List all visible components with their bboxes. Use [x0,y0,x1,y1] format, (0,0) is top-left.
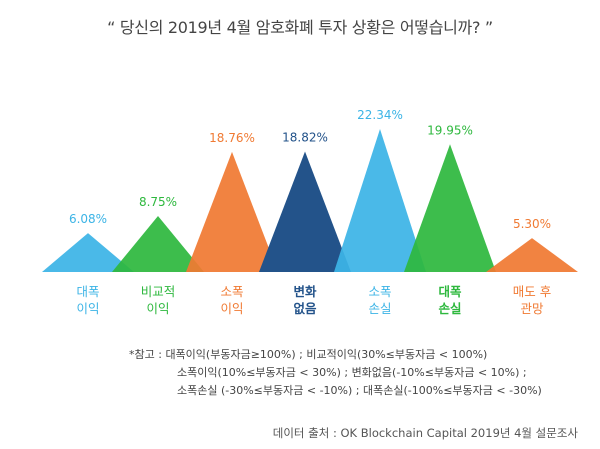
category-label-2-line-2: 이익 [146,301,169,316]
triangle-area-chart: 6.08% 대폭이익 8.75% 비교적이익 18.76% 소폭이익 18.82% 변화없음 2… [42,108,578,316]
category-label-6-line-2: 손실 [438,301,461,316]
value-label-3: 18.76% [209,131,255,145]
category-label-6-line-1: 대폭 [438,284,462,299]
triangle-mark-6 [404,144,496,272]
note-line-2: 소폭이익(10%≤부동자금 < 30%) ; 변화없음(-10%≤부동자금 < … [177,366,527,379]
note-line-3: 소폭손실 (-30%≤부동자금 < -10%) ; 대폭손실(-100%≤부동자… [177,384,542,397]
category-label-1-line-1: 대폭 [76,284,99,299]
category-label-1-line-2: 이익 [76,301,99,316]
category-label-3-line-1: 소폭 [220,284,243,299]
category-label-7-line-2: 관망 [520,301,544,316]
data-source: 데이터 출처 : OK Blockchain Capital 2019년 4월 … [272,426,578,440]
triangle-mark-1 [42,233,134,272]
value-label-7: 5.30% [513,217,551,231]
category-label-2-line-1: 비교적 [141,284,176,299]
category-label-5-line-1: 소폭 [368,284,391,299]
chart-title: “ 당신의 2019년 4월 암호화폐 투자 상황은 어떻습니까? ” [107,18,493,37]
value-label-1: 6.08% [69,212,107,226]
triangle-mark-5 [334,129,426,272]
triangle-mark-3 [186,151,278,272]
category-label-3-line-2: 이익 [220,301,243,316]
category-label-4-line-2: 없음 [293,301,317,316]
category-label-7-line-1: 매도 후 [513,284,551,299]
category-label-4-line-1: 변화 [293,284,317,299]
triangle-mark-7 [486,238,578,272]
value-label-5: 22.34% [357,108,403,122]
triangle-mark-2 [112,215,204,272]
value-label-4: 18.82% [282,131,328,145]
triangle-mark-4 [259,151,351,272]
note-line-1: *참고 : 대폭이익(부동자금≥100%) ; 비교적이익(30%≤부동자금 <… [129,348,488,361]
value-label-2: 8.75% [139,195,177,209]
category-label-5-line-2: 손실 [368,301,391,316]
value-label-6: 19.95% [427,123,473,137]
